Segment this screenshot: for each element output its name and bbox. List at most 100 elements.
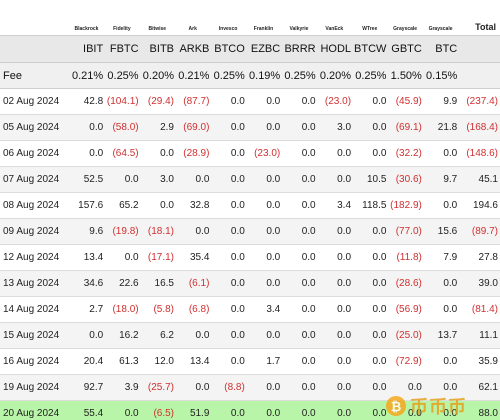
flow-cell: 0.0 xyxy=(317,270,354,297)
flow-cell: (6.5) xyxy=(140,400,176,420)
flow-cell: 0.0 xyxy=(317,218,354,245)
flow-cell: (58.0) xyxy=(105,114,141,141)
ticker-symbol: IBIT xyxy=(69,35,106,63)
ticker-symbol: BRRR xyxy=(282,35,318,63)
row-total: 27.8 xyxy=(459,244,500,271)
flow-cell: 0.0 xyxy=(246,244,283,271)
table-row: 12 Aug 2024 13.4 0.0 (17.1) 35.4 0.0 0.0 0.0 0.0… xyxy=(0,244,500,271)
flow-cell: (56.9) xyxy=(388,296,424,323)
flow-cell: 0.0 xyxy=(317,400,354,420)
ticker-symbol: FBTC xyxy=(105,35,141,63)
table-row: 20 Aug 2024 55.4 0.0 (6.5) 51.9 0.0 0.0 0.0 0.0 0… xyxy=(0,400,500,420)
table-row: 14 Aug 2024 2.7 (18.0) (5.8) (6.8) 0.0 3.4 0.0 0… xyxy=(0,296,500,323)
flow-cell: (72.9) xyxy=(388,348,424,375)
flow-cell: (23.0) xyxy=(246,140,283,167)
flow-cell: (182.9) xyxy=(388,192,424,219)
table-row: 05 Aug 2024 0.0 (58.0) 2.9 (69.0) 0.0 0.0 0.0 3.… xyxy=(0,114,500,141)
row-total: 62.1 xyxy=(459,374,500,401)
flow-cell: 0.0 xyxy=(317,140,354,167)
issuer-name: WTree xyxy=(362,26,378,32)
table-row: 15 Aug 2024 0.0 16.2 6.2 0.0 0.0 0.0 0.0 0.0 0.0(… xyxy=(0,322,500,349)
flow-cell: 0.0 xyxy=(246,218,283,245)
flow-cell: 52.5 xyxy=(69,166,106,193)
flow-cell: 0.0 xyxy=(423,348,460,375)
flow-cell: 22.6 xyxy=(105,270,141,297)
flow-cell: 3.0 xyxy=(317,114,354,141)
flow-cell: 0.0 xyxy=(282,374,318,401)
flow-cell: 0.0 xyxy=(246,114,283,141)
flow-cell: 0.0 xyxy=(282,114,318,141)
flow-cell: 0.0 xyxy=(353,218,389,245)
flow-cell: 65.2 xyxy=(105,192,141,219)
flow-cell: (104.1) xyxy=(105,88,141,115)
flow-cell: 0.0 xyxy=(353,400,389,420)
flow-cell: 2.9 xyxy=(140,114,176,141)
flow-cell: (11.8) xyxy=(388,244,424,271)
flow-cell: 6.2 xyxy=(140,322,176,349)
row-date: 15 Aug 2024 xyxy=(0,322,70,349)
flow-cell: (30.6) xyxy=(388,166,424,193)
flow-cell: 0.0 xyxy=(246,374,283,401)
flow-cell: 0.0 xyxy=(211,218,247,245)
flow-cell: 0.0 xyxy=(388,374,424,401)
flow-cell: 0.0 xyxy=(105,166,141,193)
flow-cell: 0.0 xyxy=(105,400,141,420)
flow-cell: 0.0 xyxy=(211,270,247,297)
flow-cell: 0.0 xyxy=(176,374,212,401)
flow-cell: (18.0) xyxy=(105,296,141,323)
flow-cell: 61.3 xyxy=(105,348,141,375)
fee-row: Fee 0.21% 0.25% 0.20% 0.21% 0.25% 0.19% 0.25% 0.… xyxy=(0,62,500,89)
flow-cell: (45.9) xyxy=(388,88,424,115)
total-header: Total xyxy=(475,22,496,32)
flow-cell: 0.0 xyxy=(246,166,283,193)
flow-cell: 0.0 xyxy=(317,166,354,193)
flow-cell: 0.0 xyxy=(282,244,318,271)
flow-cell: (32.2) xyxy=(388,140,424,167)
issuer-name: Fidelity xyxy=(113,26,131,32)
flow-cell: 0.0 xyxy=(317,322,354,349)
fee-value: 0.20% xyxy=(317,62,354,89)
flow-cell: 0.0 xyxy=(282,166,318,193)
flow-cell: 34.6 xyxy=(69,270,106,297)
flow-cell: 0.0 xyxy=(353,88,389,115)
flow-cell: 92.7 xyxy=(69,374,106,401)
flow-cell: 157.6 xyxy=(69,192,106,219)
flow-cell: 21.8 xyxy=(423,114,460,141)
row-date: 14 Aug 2024 xyxy=(0,296,70,323)
ticker-symbol: EZBC xyxy=(246,35,283,63)
flow-cell: 0.0 xyxy=(176,218,212,245)
flow-cell: 13.4 xyxy=(69,244,106,271)
issuer-name: Grayscale xyxy=(393,26,418,32)
flow-cell: 0.0 xyxy=(353,114,389,141)
flow-cell: 0.0 xyxy=(353,270,389,297)
flow-cell: 0.0 xyxy=(282,192,318,219)
flow-cell: 0.0 xyxy=(211,88,247,115)
table-row: 07 Aug 2024 52.5 0.0 3.0 0.0 0.0 0.0 0.0 0.0 10.5… xyxy=(0,166,500,193)
flow-cell: 0.0 xyxy=(211,192,247,219)
flow-cell: (28.6) xyxy=(388,270,424,297)
flow-cell: 0.0 xyxy=(246,192,283,219)
flow-cell: (29.4) xyxy=(140,88,176,115)
flow-cell: 0.0 xyxy=(353,244,389,271)
flow-cell: 0.0 xyxy=(246,270,283,297)
flow-cell: 0.0 xyxy=(423,192,460,219)
flow-cell: 0.0 xyxy=(423,270,460,297)
flow-cell: 42.8 xyxy=(69,88,106,115)
watermark-text: 币币币 xyxy=(410,397,467,417)
row-date: 09 Aug 2024 xyxy=(0,218,70,245)
row-total: 11.1 xyxy=(459,322,500,349)
flow-cell: 0.0 xyxy=(246,400,283,420)
flow-cell: 0.0 xyxy=(211,244,247,271)
flow-cell: 10.5 xyxy=(353,166,389,193)
ticker-symbol: BTCW xyxy=(353,35,389,63)
row-date: 05 Aug 2024 xyxy=(0,114,70,141)
flow-cell: 0.0 xyxy=(282,400,318,420)
flow-cell: 0.0 xyxy=(69,140,106,167)
row-total: (81.4) xyxy=(459,296,500,323)
bitcoin-coin-icon: ₿ xyxy=(386,396,406,416)
flow-cell: 0.0 xyxy=(317,374,354,401)
issuer-name: Grayscale xyxy=(428,26,453,32)
row-date: 08 Aug 2024 xyxy=(0,192,70,219)
table-row: 19 Aug 2024 92.7 3.9 (25.7) 0.0 (8.8) 0.0 0.0 0.… xyxy=(0,374,500,401)
table-row: 06 Aug 2024 0.0 (64.5) 0.0 (28.9) 0.0 (23.0) 0.… xyxy=(0,140,500,167)
